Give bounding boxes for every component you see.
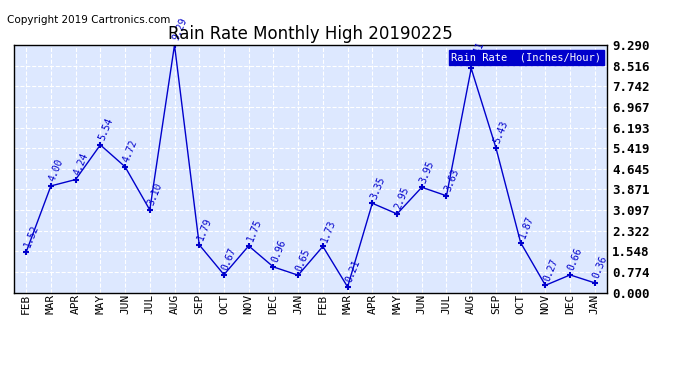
Text: Copyright 2019 Cartronics.com: Copyright 2019 Cartronics.com xyxy=(7,15,170,25)
Text: 3.10: 3.10 xyxy=(146,182,164,207)
Text: 0.66: 0.66 xyxy=(566,247,584,272)
Text: 5.54: 5.54 xyxy=(97,117,115,142)
Text: 4.00: 4.00 xyxy=(47,158,66,183)
Text: 5.43: 5.43 xyxy=(492,120,511,145)
Text: 1.79: 1.79 xyxy=(195,216,214,242)
Text: 1.75: 1.75 xyxy=(245,217,263,243)
Text: Rain Rate  (Inches/Hour): Rain Rate (Inches/Hour) xyxy=(451,53,601,62)
Text: 0.96: 0.96 xyxy=(270,238,288,264)
Text: 1.73: 1.73 xyxy=(319,218,337,244)
Text: 3.95: 3.95 xyxy=(418,159,436,184)
Text: 9.29: 9.29 xyxy=(171,16,189,42)
Title: Rain Rate Monthly High 20190225: Rain Rate Monthly High 20190225 xyxy=(168,26,453,44)
Text: 0.36: 0.36 xyxy=(591,255,609,280)
Text: 2.95: 2.95 xyxy=(393,186,411,211)
Text: 4.24: 4.24 xyxy=(72,151,90,177)
Text: 1.87: 1.87 xyxy=(517,214,535,240)
Text: 0.27: 0.27 xyxy=(542,257,560,282)
Text: 4.72: 4.72 xyxy=(121,138,139,164)
Text: 1.52: 1.52 xyxy=(23,224,41,249)
Text: 3.63: 3.63 xyxy=(443,168,461,193)
Text: 0.65: 0.65 xyxy=(295,247,313,272)
Text: 0.21: 0.21 xyxy=(344,259,362,284)
Text: 8.41: 8.41 xyxy=(468,40,486,66)
Text: 0.67: 0.67 xyxy=(220,246,238,272)
Text: 3.35: 3.35 xyxy=(368,175,386,201)
